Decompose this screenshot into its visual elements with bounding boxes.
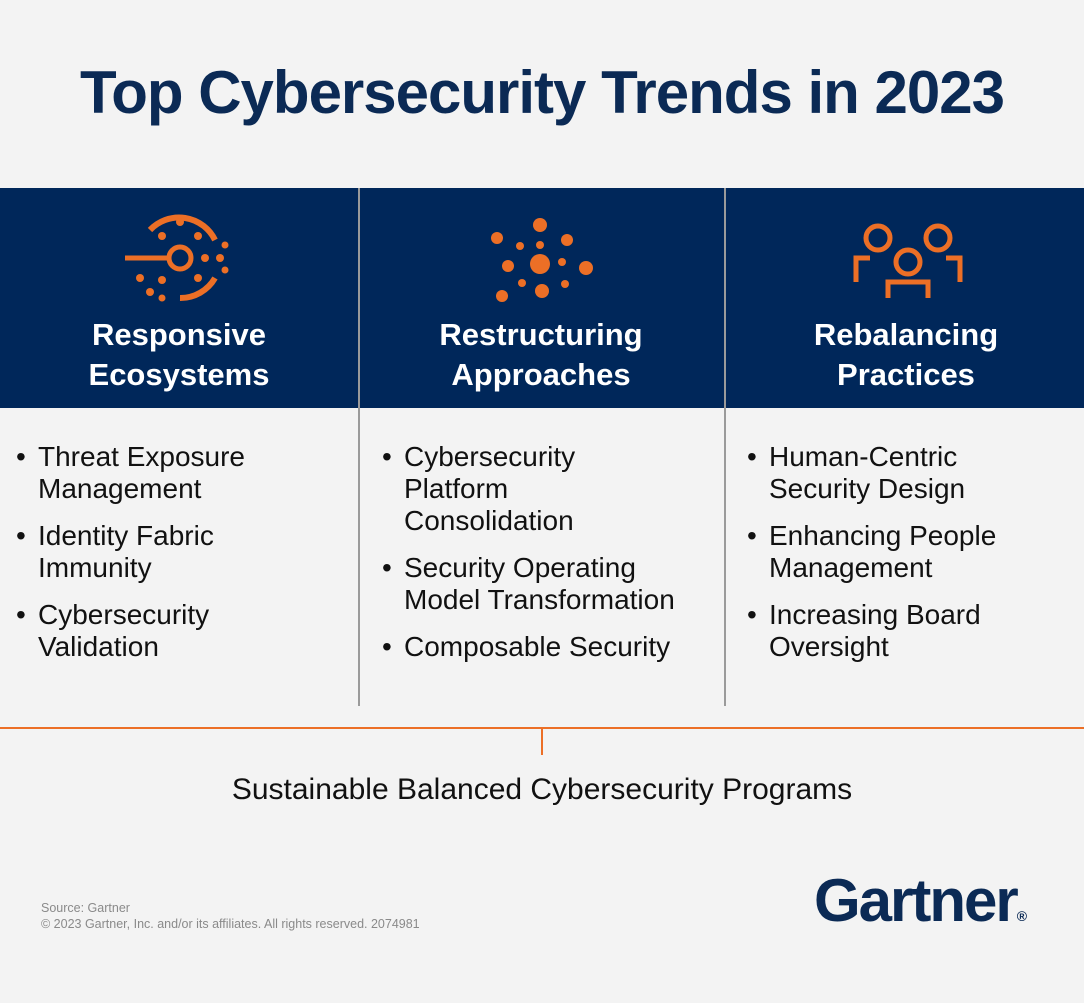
copyright: © 2023 Gartner, Inc. and/or its affiliat… (41, 917, 420, 931)
logo-text: Gartner (814, 867, 1019, 934)
column-separator (358, 188, 360, 706)
column-heading: Responsive Ecosystems (0, 315, 358, 395)
logo-mark: ® (1016, 908, 1028, 924)
item-line: Management (38, 473, 202, 504)
item-line: Validation (38, 631, 159, 662)
rebalancing-icon (853, 223, 963, 298)
heading-line: Responsive (91, 317, 266, 352)
column-heading: Rebalancing Practices (727, 315, 1084, 395)
heading-line: Ecosystems (88, 357, 270, 392)
heading-line: Approaches (451, 357, 631, 392)
column-heading: Restructuring Approaches (362, 315, 720, 395)
heading-line: Rebalancing (813, 317, 999, 352)
heading-line: Restructuring (439, 317, 643, 352)
ecosystem-icon (125, 214, 229, 302)
item-line: Increasing Board (769, 599, 981, 630)
restructuring-icon (491, 218, 593, 302)
item-line: Enhancing People (769, 520, 997, 551)
item-line: Immunity (38, 552, 152, 583)
item-line: Threat Exposure (38, 441, 245, 472)
bullet-item: Composable Security (382, 631, 675, 663)
source: Source: Gartner (41, 901, 130, 915)
item-line: Oversight (769, 631, 889, 662)
item-line: Security Operating (404, 552, 636, 583)
title: Top Cybersecurity Trends in 2023 (80, 59, 1005, 126)
item-line: Management (769, 552, 933, 583)
item-line: Consolidation (404, 505, 574, 536)
heading-line: Practices (837, 357, 975, 392)
logo: Gartner® (814, 866, 1027, 935)
item-line: Composable Security (404, 631, 671, 662)
column-separator (724, 188, 726, 706)
foundation: Sustainable Balanced Cybersecurity Progr… (231, 773, 853, 806)
foundation-connector (0, 727, 1084, 755)
item-line: Human-Centric (769, 441, 958, 472)
item-line: Platform (404, 473, 509, 504)
item-line: Security Design (769, 473, 966, 504)
item-line: Cybersecurity (38, 599, 210, 630)
item-line: Model Transformation (404, 584, 675, 615)
item-line: Identity Fabric (38, 520, 214, 551)
icons (125, 214, 963, 302)
item-line: Cybersecurity (404, 441, 576, 472)
